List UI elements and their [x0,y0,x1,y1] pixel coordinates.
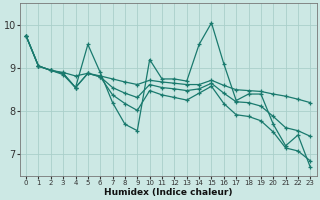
X-axis label: Humidex (Indice chaleur): Humidex (Indice chaleur) [104,188,232,197]
